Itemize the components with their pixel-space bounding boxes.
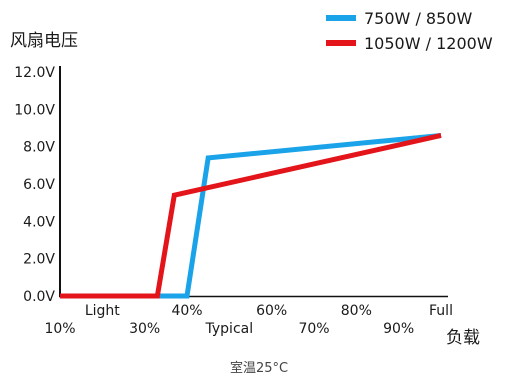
x-tick-label-lower: 70% [298,321,329,337]
legend-label-1050-1200: 1050W / 1200W [364,34,493,53]
series-lines [60,132,442,299]
legend-swatch-750-850 [326,15,356,21]
series-line-750w-850w [60,132,442,299]
x-tick-label-lower: 90% [383,321,414,337]
x-tick-label-upper: 60% [256,303,287,319]
y-tick-labels: 0.0V 2.0V 4.0V 6.0V 8.0V 10.0V 12.0V [14,65,55,305]
legend-label-750-850: 750W / 850W [364,9,472,28]
legend: 750W / 850W 1050W / 1200W [326,9,493,53]
legend-swatch-1050-1200 [326,40,356,46]
y-tick-label: 12.0V [14,65,55,81]
y-axis-title: 风扇电压 [10,31,78,51]
series-line-1050w-1200w [60,133,442,299]
x-tick-label-upper: 40% [171,303,202,319]
x-tick-label-lower: Typical [205,321,254,337]
x-axis-title: 负载 [446,328,480,348]
x-tick-label-lower: 10% [44,321,75,337]
y-tick-label: 10.0V [14,102,55,118]
x-tick-label-lower: 30% [129,321,160,337]
y-tick-label: 2.0V [23,252,55,268]
y-tick-label: 6.0V [23,177,55,193]
condition-note: 室温25°C [230,360,288,376]
x-tick-labels: Light 40% 60% 80% Full 10% 30% Typical 70% 90% [44,303,453,337]
x-tick-label-upper: 80% [341,303,372,319]
x-tick-label-upper: Light [85,303,120,319]
y-tick-label: 4.0V [23,214,55,230]
x-tick-label-upper: Full [429,303,453,319]
y-tick-label: 0.0V [23,289,55,305]
y-tick-label: 8.0V [23,140,55,156]
